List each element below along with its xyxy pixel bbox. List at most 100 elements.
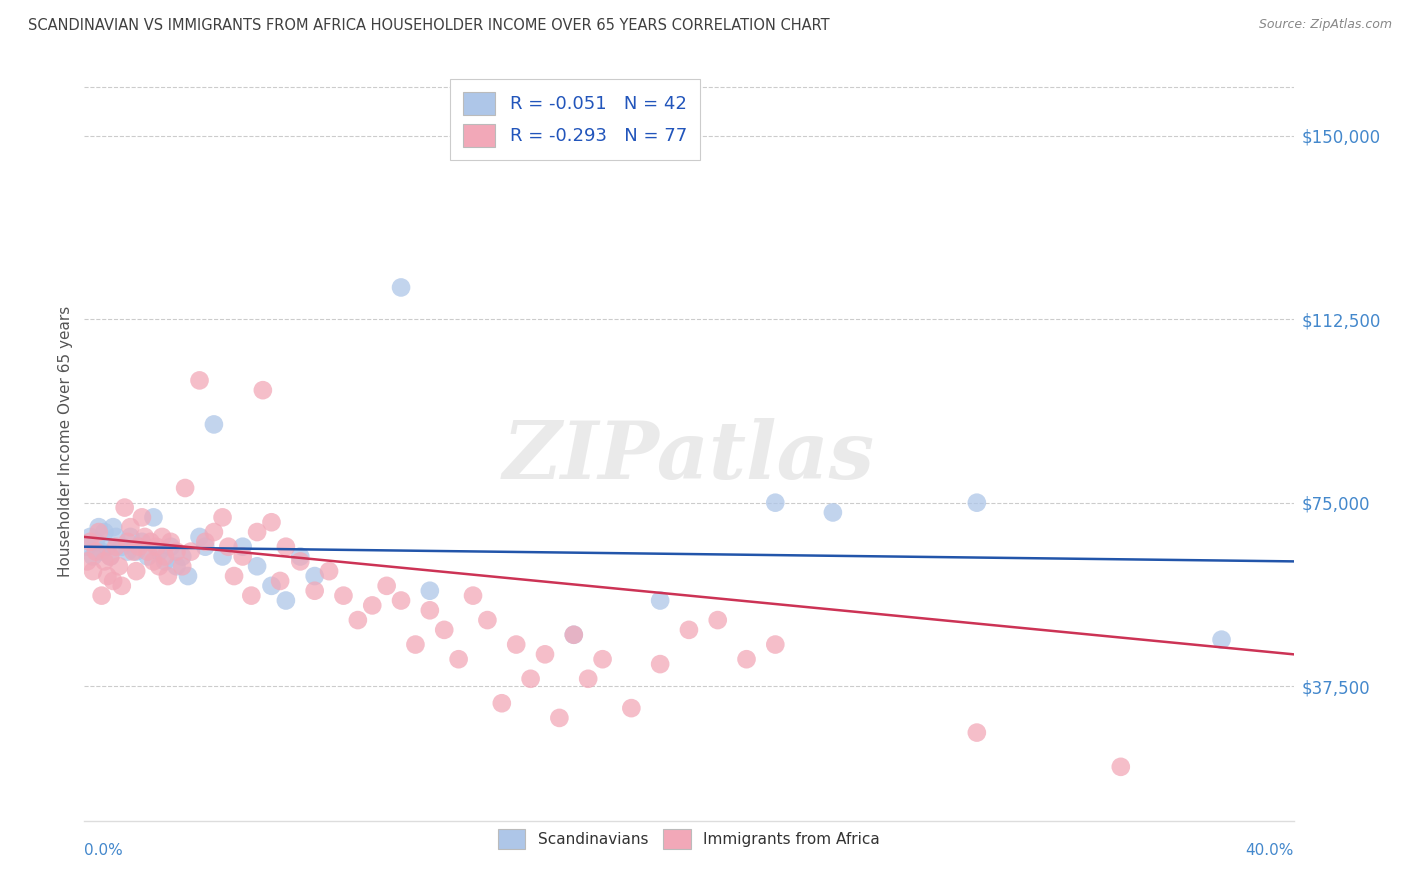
Point: [188, 530, 211, 544]
Point: [172, 559, 194, 574]
Point: [217, 540, 239, 554]
Point: [84, 534, 107, 549]
Point: [76, 540, 98, 554]
Point: [96, 569, 118, 583]
Point: [222, 569, 245, 583]
Point: [332, 589, 354, 603]
Point: [194, 534, 217, 549]
Point: [117, 544, 139, 558]
Point: [419, 603, 441, 617]
Point: [269, 574, 291, 588]
Point: [419, 583, 441, 598]
Point: [763, 638, 786, 652]
Point: [82, 549, 104, 564]
Point: [159, 534, 181, 549]
Point: [246, 559, 269, 574]
Point: [98, 549, 121, 564]
Point: [125, 564, 148, 578]
Point: [252, 383, 274, 397]
Point: [159, 540, 181, 554]
Point: [96, 540, 118, 554]
Point: [142, 554, 165, 568]
Point: [562, 628, 585, 642]
Point: [87, 524, 110, 539]
Point: [125, 544, 148, 558]
Point: [447, 652, 470, 666]
Point: [706, 613, 728, 627]
Point: [122, 544, 145, 558]
Point: [148, 544, 170, 558]
Point: [966, 496, 988, 510]
Point: [304, 583, 326, 598]
Point: [232, 540, 254, 554]
Point: [93, 554, 115, 568]
Point: [678, 623, 700, 637]
Point: [202, 417, 225, 432]
Point: [375, 579, 398, 593]
Y-axis label: Householder Income Over 65 years: Householder Income Over 65 years: [58, 306, 73, 577]
Point: [136, 544, 159, 558]
Point: [274, 540, 297, 554]
Point: [134, 530, 156, 544]
Point: [290, 554, 312, 568]
Point: [166, 559, 188, 574]
Point: [142, 510, 165, 524]
Point: [111, 540, 134, 554]
Point: [433, 623, 456, 637]
Point: [145, 540, 167, 554]
Point: [461, 589, 484, 603]
Point: [79, 530, 101, 544]
Point: [211, 510, 233, 524]
Point: [166, 544, 188, 558]
Point: [735, 652, 758, 666]
Point: [211, 549, 233, 564]
Point: [290, 549, 312, 564]
Point: [592, 652, 614, 666]
Point: [120, 530, 142, 544]
Point: [821, 506, 844, 520]
Point: [90, 544, 112, 558]
Point: [84, 544, 107, 558]
Point: [404, 638, 426, 652]
Point: [477, 613, 499, 627]
Point: [90, 589, 112, 603]
Point: [389, 593, 412, 607]
Point: [491, 696, 513, 710]
Point: [82, 564, 104, 578]
Point: [139, 534, 162, 549]
Point: [1211, 632, 1233, 647]
Point: [76, 554, 98, 568]
Point: [131, 534, 153, 549]
Text: ZIPatlas: ZIPatlas: [503, 418, 875, 495]
Point: [172, 549, 194, 564]
Point: [136, 549, 159, 564]
Point: [177, 569, 200, 583]
Text: 0.0%: 0.0%: [84, 844, 124, 858]
Point: [180, 544, 202, 558]
Point: [260, 515, 283, 529]
Text: Source: ZipAtlas.com: Source: ZipAtlas.com: [1258, 18, 1392, 31]
Point: [93, 524, 115, 539]
Point: [1109, 760, 1132, 774]
Point: [576, 672, 599, 686]
Point: [117, 534, 139, 549]
Point: [156, 569, 179, 583]
Point: [150, 530, 173, 544]
Point: [79, 534, 101, 549]
Point: [246, 524, 269, 539]
Text: SCANDINAVIAN VS IMMIGRANTS FROM AFRICA HOUSEHOLDER INCOME OVER 65 YEARS CORRELAT: SCANDINAVIAN VS IMMIGRANTS FROM AFRICA H…: [28, 18, 830, 33]
Point: [153, 554, 176, 568]
Point: [620, 701, 643, 715]
Point: [505, 638, 527, 652]
Point: [763, 496, 786, 510]
Point: [111, 579, 134, 593]
Point: [534, 648, 557, 662]
Point: [174, 481, 197, 495]
Point: [318, 564, 340, 578]
Point: [148, 559, 170, 574]
Point: [240, 589, 263, 603]
Point: [120, 520, 142, 534]
Point: [650, 657, 672, 672]
Point: [188, 373, 211, 387]
Point: [153, 549, 176, 564]
